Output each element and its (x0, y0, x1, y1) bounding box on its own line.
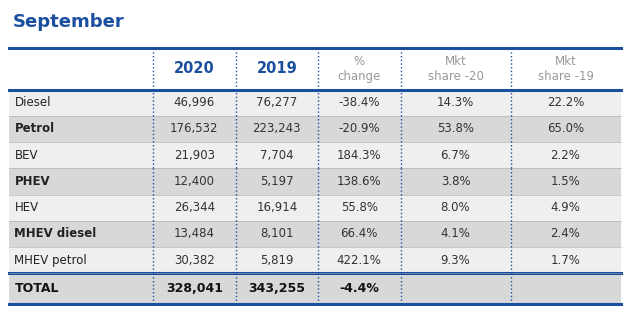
Text: -4.4%: -4.4% (340, 282, 379, 295)
Bar (9, 247, 621, 273)
Bar (9, 48, 621, 90)
Text: -20.9%: -20.9% (338, 123, 380, 135)
Bar (9, 273, 621, 304)
Bar (9, 90, 621, 116)
Text: Mkt
share -20: Mkt share -20 (428, 55, 483, 83)
Text: Diesel: Diesel (14, 96, 51, 109)
Text: TOTAL: TOTAL (14, 282, 59, 295)
Text: -38.4%: -38.4% (338, 96, 380, 109)
Text: 328,041: 328,041 (166, 282, 223, 295)
Text: Mkt
share -19: Mkt share -19 (537, 55, 593, 83)
Text: 9.3%: 9.3% (440, 254, 471, 267)
Text: HEV: HEV (14, 201, 38, 214)
Bar (9, 168, 621, 195)
Text: 53.8%: 53.8% (437, 123, 474, 135)
Text: 66.4%: 66.4% (341, 228, 378, 240)
Text: 343,255: 343,255 (248, 282, 306, 295)
Text: 2.2%: 2.2% (551, 149, 580, 162)
Text: Petrol: Petrol (14, 123, 55, 135)
Text: 138.6%: 138.6% (337, 175, 382, 188)
Text: 14.3%: 14.3% (437, 96, 474, 109)
Bar (9, 116, 621, 142)
Bar (9, 142, 621, 168)
Text: 8,101: 8,101 (260, 228, 294, 240)
Text: BEV: BEV (14, 149, 38, 162)
Text: 13,484: 13,484 (174, 228, 215, 240)
Text: 5,197: 5,197 (260, 175, 294, 188)
Text: 12,400: 12,400 (174, 175, 215, 188)
Text: 2.4%: 2.4% (551, 228, 580, 240)
Text: MHEV petrol: MHEV petrol (14, 254, 87, 267)
Text: 16,914: 16,914 (256, 201, 297, 214)
Text: MHEV diesel: MHEV diesel (14, 228, 97, 240)
Text: 2020: 2020 (174, 61, 215, 76)
Text: 8.0%: 8.0% (441, 201, 471, 214)
Text: 422.1%: 422.1% (337, 254, 382, 267)
Text: PHEV: PHEV (14, 175, 50, 188)
Text: 26,344: 26,344 (174, 201, 215, 214)
Text: 2019: 2019 (256, 61, 297, 76)
Text: %
change: % change (338, 55, 381, 83)
Text: 176,532: 176,532 (170, 123, 219, 135)
Text: 1.7%: 1.7% (551, 254, 580, 267)
Text: 7,704: 7,704 (260, 149, 294, 162)
Text: 46,996: 46,996 (174, 96, 215, 109)
Text: 21,903: 21,903 (174, 149, 215, 162)
Text: 22.2%: 22.2% (547, 96, 584, 109)
Text: 4.1%: 4.1% (440, 228, 471, 240)
Text: 1.5%: 1.5% (551, 175, 580, 188)
Text: 3.8%: 3.8% (441, 175, 471, 188)
Text: 223,243: 223,243 (253, 123, 301, 135)
Text: 4.9%: 4.9% (551, 201, 580, 214)
Text: 55.8%: 55.8% (341, 201, 378, 214)
Text: 184.3%: 184.3% (337, 149, 382, 162)
Text: 30,382: 30,382 (174, 254, 215, 267)
Text: 6.7%: 6.7% (440, 149, 471, 162)
Text: 5,819: 5,819 (260, 254, 294, 267)
Bar (9, 195, 621, 221)
Text: September: September (13, 13, 124, 31)
Text: 65.0%: 65.0% (547, 123, 584, 135)
Text: 76,277: 76,277 (256, 96, 297, 109)
Bar (9, 221, 621, 247)
